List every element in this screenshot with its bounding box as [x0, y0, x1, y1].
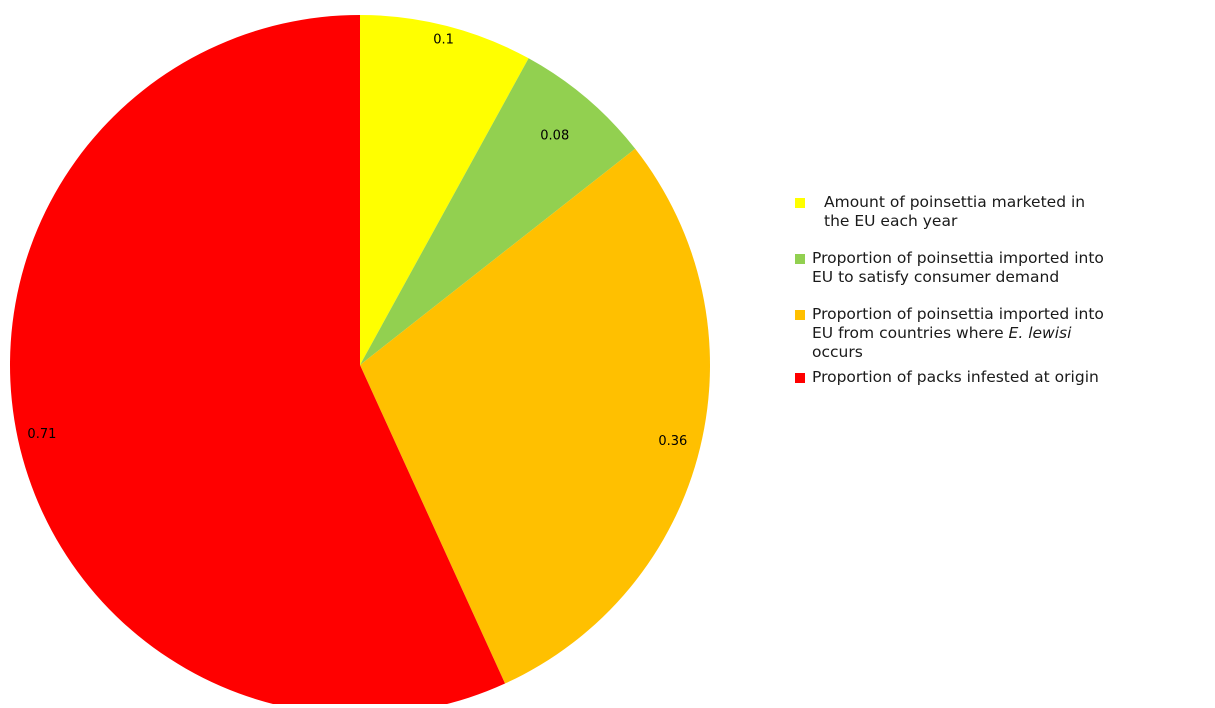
pie-slice	[360, 15, 529, 365]
legend-label: Proportion of packs infested at origin	[812, 368, 1099, 386]
pie-slice	[360, 148, 710, 684]
pie-data-label: 0.36	[658, 434, 687, 449]
pie-data-label: 0.71	[27, 427, 56, 442]
pie-data-label: 0.08	[540, 129, 569, 144]
pie-data-labels: 0.1 0.08 0.36 0.71	[27, 33, 687, 450]
legend-label: Proportion of poinsettia imported into E…	[812, 305, 1104, 361]
pie-slice	[360, 58, 636, 365]
pie-data-label: 0.1	[433, 33, 454, 48]
pie-slice	[10, 15, 506, 708]
legend-label: Amount of poinsettia marketed in the EU …	[824, 193, 1086, 230]
legend-item-marketed: Amount of poinsettia marketed in the EU …	[795, 193, 1215, 231]
legend-label: Proportion of poinsettia imported into E…	[812, 249, 1104, 286]
chart-legend: Amount of poinsettia marketed in the EU …	[795, 193, 1215, 405]
legend-swatch-green	[795, 254, 805, 264]
legend-swatch-orange	[795, 310, 805, 320]
legend-item-packs-infested: Proportion of packs infested at origin	[795, 368, 1215, 387]
legend-swatch-red	[795, 373, 805, 383]
legend-item-imported-demand: Proportion of poinsettia imported into E…	[795, 249, 1215, 287]
legend-item-imported-lewisi: Proportion of poinsettia imported into E…	[795, 305, 1215, 362]
legend-swatch-yellow	[795, 198, 805, 208]
pie-slices	[10, 15, 710, 708]
